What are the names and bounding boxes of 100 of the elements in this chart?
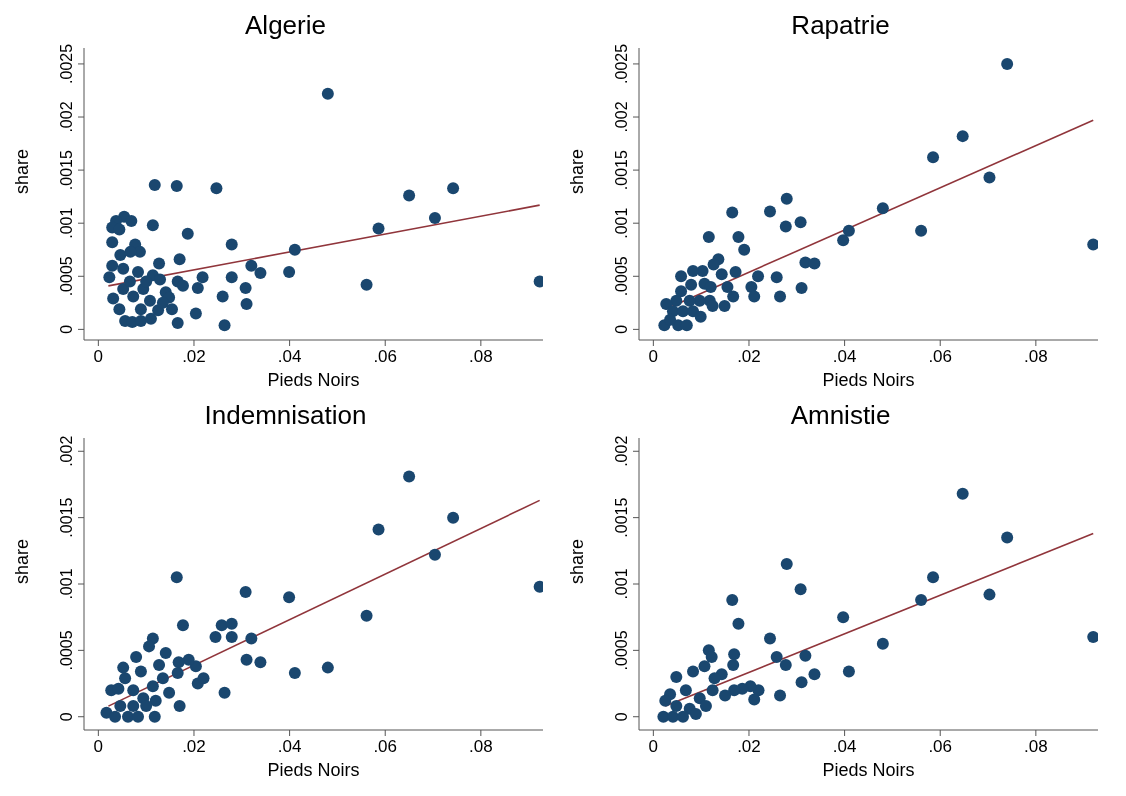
point (795, 281, 808, 294)
point (1001, 531, 1014, 544)
point (728, 648, 741, 661)
point (718, 300, 731, 313)
point (288, 666, 301, 679)
x-tick-label: 0 (648, 347, 659, 366)
y-tick-label: .001 (613, 207, 630, 239)
point (189, 660, 202, 673)
point (670, 670, 683, 683)
point (132, 710, 145, 723)
point (670, 700, 683, 713)
point (876, 202, 889, 215)
point (215, 619, 228, 632)
y-tick-label: .0015 (613, 149, 630, 191)
y-tick-label: .0025 (613, 43, 630, 84)
point (706, 300, 719, 313)
point (689, 708, 702, 721)
point (705, 651, 718, 663)
point (752, 270, 765, 283)
x-tick-label: .02 (737, 347, 761, 366)
point (176, 619, 189, 632)
x-tick-label: .02 (182, 737, 206, 756)
point (726, 206, 739, 219)
point (159, 647, 172, 660)
chart-title: Indemnisation (203, 399, 368, 432)
point (927, 151, 940, 164)
point (956, 487, 969, 500)
point (225, 617, 238, 630)
point (171, 666, 184, 679)
x-tick-label: 0 (93, 347, 104, 366)
point (770, 651, 783, 663)
point (254, 656, 267, 669)
x-tick-label: .06 (373, 737, 398, 756)
y-tick-label: 0 (58, 324, 75, 334)
point (225, 631, 238, 644)
point (719, 689, 732, 702)
point (748, 693, 761, 706)
point (182, 653, 195, 666)
x-tick-label: .04 (832, 737, 857, 756)
point (779, 658, 792, 671)
point (707, 258, 720, 271)
point (732, 231, 745, 243)
point (704, 280, 717, 293)
point (983, 171, 996, 184)
point (687, 665, 700, 678)
y-tick-label: .0005 (613, 630, 630, 671)
y-tick-label: 0 (613, 712, 630, 722)
point (779, 220, 792, 233)
point (675, 270, 688, 283)
point (321, 661, 334, 674)
x-tick-label: .08 (1024, 347, 1048, 366)
point (1087, 631, 1098, 644)
x-axis-title: Pieds Noirs (822, 370, 915, 390)
point (770, 271, 783, 284)
chart-title: Algerie (244, 9, 327, 42)
point (112, 682, 125, 695)
x-axis-title: Pieds Noirs (267, 760, 360, 780)
point (808, 257, 821, 270)
point (837, 611, 850, 624)
chart-title: Rapatrie (790, 9, 891, 42)
point (372, 523, 385, 536)
point (795, 676, 808, 689)
point (428, 548, 441, 561)
point (693, 692, 706, 705)
x-tick-label: .04 (832, 347, 857, 366)
point (660, 297, 673, 310)
y-axis-title: share (567, 538, 588, 584)
x-tick-label: .08 (469, 737, 493, 756)
point (794, 583, 807, 596)
point (837, 234, 850, 247)
point (706, 684, 719, 697)
x-tick-label: .04 (277, 347, 302, 366)
y-tick-label: .0015 (58, 497, 75, 538)
point (1087, 238, 1098, 251)
y-tick-label: .002 (58, 435, 75, 467)
point (209, 631, 222, 644)
y-tick-label: .0005 (613, 256, 630, 297)
point (127, 684, 140, 697)
point (170, 571, 183, 584)
y-tick-label: .0015 (613, 497, 630, 538)
x-tick-label: .02 (182, 347, 206, 366)
point (127, 700, 140, 713)
y-tick-label: .0005 (58, 256, 75, 297)
point (956, 130, 969, 143)
y-tick-label: .002 (613, 435, 630, 467)
point (283, 591, 296, 604)
point (218, 686, 231, 699)
point (708, 672, 721, 685)
point (670, 294, 683, 307)
point (197, 672, 210, 685)
point (808, 668, 821, 681)
x-axis-title: Pieds Noirs (822, 760, 915, 780)
point (738, 243, 751, 256)
point (240, 653, 253, 666)
point (664, 313, 677, 326)
point (764, 205, 777, 218)
point (1001, 57, 1014, 70)
point (780, 558, 793, 571)
y-tick-label: .0025 (58, 43, 75, 84)
point (239, 585, 252, 598)
